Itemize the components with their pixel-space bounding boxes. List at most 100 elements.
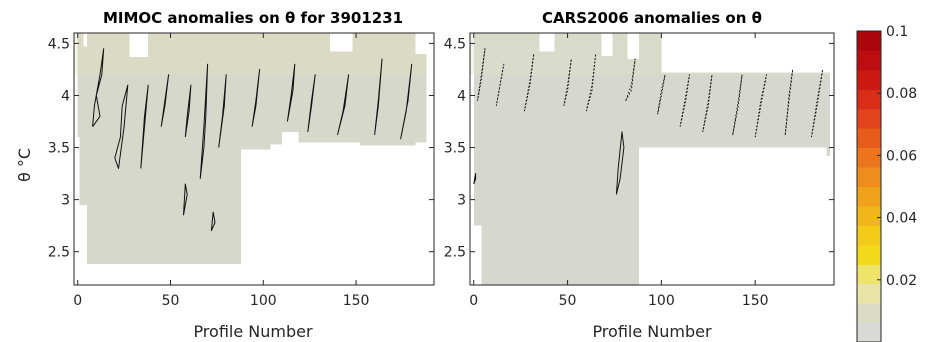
right-empty-region	[830, 33, 834, 285]
right-x-axis-label: Profile Number	[592, 322, 712, 341]
right-dotted-contour	[523, 53, 535, 112]
left-contour	[337, 74, 350, 136]
left-axes-box	[73, 32, 435, 286]
colorbar-tick-label: 0.06	[886, 148, 917, 164]
right-y-tick-label: 2.5	[444, 245, 466, 261]
left-contour	[114, 84, 129, 169]
left-contour	[184, 84, 192, 138]
right-dotted-contour	[679, 74, 690, 127]
right-y-tick-label: 4	[457, 88, 466, 104]
right-dotted-contour	[784, 68, 794, 136]
colorbar-segment	[857, 225, 881, 246]
colorbar-segment	[857, 31, 881, 51]
right-data-gap	[601, 33, 613, 56]
colorbar-segment	[857, 264, 881, 285]
right-contour	[473, 173, 477, 185]
right-coverage-block	[473, 33, 480, 226]
left-y-tick-label: 2.5	[48, 245, 70, 261]
right-dotted-contour	[702, 74, 713, 133]
right-dotted-contour	[811, 68, 824, 138]
left-contour	[218, 74, 227, 148]
right-x-tick-label: 50	[559, 293, 577, 309]
left-chart-title: MIMOC anomalies on θ for 3901231	[103, 9, 403, 27]
left-contour	[307, 74, 316, 132]
right-dotted-contour	[732, 74, 743, 136]
left-contour	[140, 84, 149, 169]
left-y-tick-label: 3	[61, 193, 70, 209]
left-contour	[160, 74, 170, 127]
left-plot-area: 0 50 100 150 2.5 3 3.5 4 4.5	[48, 32, 435, 309]
left-coverage-block	[281, 33, 299, 132]
colorbar-segment	[857, 205, 881, 226]
right-empty-region	[826, 33, 831, 73]
left-data-gap	[129, 33, 149, 57]
left-contour	[400, 63, 413, 140]
right-dotted-contour	[625, 58, 636, 101]
left-coverage-block	[79, 33, 84, 205]
left-contour	[251, 68, 261, 127]
right-dotted-contour	[563, 58, 572, 107]
right-coverage-block	[638, 33, 662, 148]
left-contour	[286, 63, 296, 122]
right-empty-region	[661, 33, 718, 73]
right-chart-title: CARS2006 anomalies on θ	[542, 9, 762, 27]
colorbar-tick-label: 0.08	[886, 86, 917, 102]
right-dotted-contour	[477, 48, 486, 101]
left-coverage-block	[359, 33, 416, 146]
right-dotted-contour	[585, 53, 597, 112]
left-empty-region	[426, 33, 434, 285]
left-coverage-block	[241, 33, 271, 150]
colorbar-segment	[857, 69, 881, 90]
right-y-tick-label: 3	[457, 193, 466, 209]
colorbar-segment	[857, 50, 881, 71]
colorbar-segment	[857, 89, 881, 110]
colorbar-segment	[857, 322, 881, 342]
right-contour	[615, 131, 625, 195]
left-y-tick-label: 4	[61, 88, 70, 104]
colorbar-tick-label: 0.02	[886, 273, 917, 289]
right-x-tick-label: 0	[469, 293, 478, 309]
left-contour	[210, 211, 216, 232]
left-coverage-block	[270, 33, 282, 145]
left-y-tick-label: 4.5	[48, 36, 70, 52]
right-y-tick-label: 3.5	[444, 141, 466, 157]
left-coverage-block	[86, 33, 242, 265]
colorbar-tick-label: 0.1	[886, 24, 908, 40]
colorbar-segment	[857, 244, 881, 265]
left-contour	[92, 48, 105, 127]
left-panel: MIMOC anomalies on θ for 3901231 0 50 100 1…	[15, 9, 435, 341]
left-contour	[183, 183, 188, 216]
right-coverage-block	[661, 72, 718, 148]
left-coverage-block	[83, 46, 87, 205]
right-dotted-contour	[495, 63, 505, 106]
right-axes-box	[469, 32, 835, 286]
right-data-gap	[473, 225, 482, 285]
right-coverage-block	[826, 72, 831, 156]
left-x-tick-label: 150	[343, 293, 370, 309]
left-x-tick-label: 50	[162, 293, 180, 309]
colorbar-segment	[857, 167, 881, 187]
colorbar-segment	[857, 186, 881, 207]
right-y-tick-label: 4.5	[444, 36, 466, 52]
left-coverage-block	[77, 33, 80, 138]
colorbar-segment	[857, 108, 881, 129]
left-data-gap	[330, 33, 353, 52]
right-data-gap	[627, 33, 639, 60]
left-coverage-block	[415, 53, 427, 143]
left-contour	[374, 58, 383, 136]
right-coverage-block	[479, 33, 639, 285]
colorbar-segment	[857, 283, 881, 304]
colorbar-segment	[857, 147, 881, 168]
left-x-tick-label: 100	[250, 293, 277, 309]
colorbar-frame	[856, 30, 882, 342]
left-x-tick-label: 0	[73, 293, 82, 309]
right-panel: CARS2006 anomalies on θ 0 50 100 150 2.5 3 3.5…	[444, 9, 835, 341]
left-empty-region	[83, 33, 87, 47]
right-plot-area: 0 50 100 150 2.5 3 3.5 4 4.5	[444, 32, 835, 309]
right-x-tick-label: 150	[742, 293, 769, 309]
right-data-gap	[539, 33, 555, 52]
colorbar-tick-label: 0.04	[886, 211, 917, 227]
right-dotted-contour	[657, 74, 666, 115]
right-x-tick-label: 100	[648, 293, 675, 309]
colorbar-segment	[857, 303, 881, 324]
